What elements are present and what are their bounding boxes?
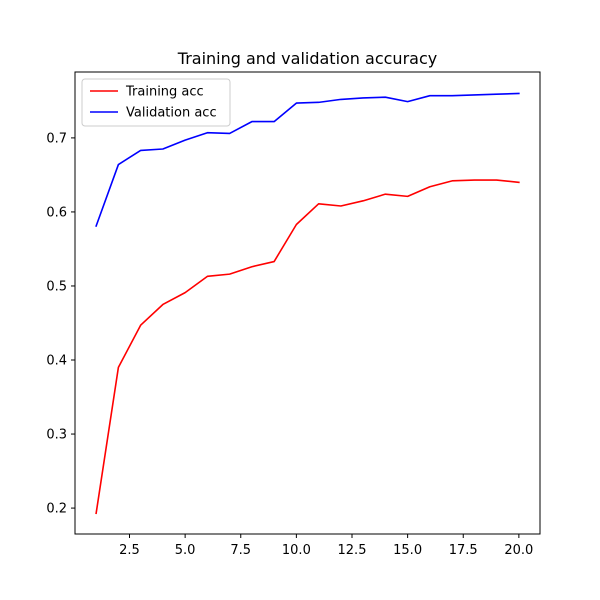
series-line-training-acc (95, 179, 520, 515)
legend-entry: Validation acc (90, 106, 217, 121)
legend-label: Validation acc (126, 106, 217, 121)
x-tick-label: 15.0 (393, 543, 422, 558)
series-line-validation-acc (95, 92, 520, 228)
series-layer (95, 92, 520, 515)
x-tick-label: 7.5 (230, 543, 251, 558)
x-tick-label: 17.5 (449, 543, 478, 558)
y-tick-label: 0.2 (46, 502, 67, 517)
plot-background (75, 72, 540, 534)
x-tick-label: 5.0 (175, 543, 196, 558)
legend-box (81, 78, 231, 127)
y-tick-label: 0.6 (46, 205, 67, 220)
legend-entry: Training acc (90, 85, 204, 100)
legend-label: Training acc (125, 85, 204, 100)
plot-area (75, 72, 540, 534)
plot-frame (74, 71, 541, 535)
x-axis: 2.5 5.0 7.5 10.0 12.5 15.0 17.5 20.0 (119, 534, 533, 558)
y-tick-label: 0.3 (46, 428, 67, 443)
x-tick-label: 2.5 (119, 543, 140, 558)
legend: Training acc Validation acc (81, 78, 231, 127)
x-tick-label: 12.5 (338, 543, 367, 558)
y-tick-label: 0.7 (46, 131, 67, 146)
x-tick-label: 20.0 (504, 543, 533, 558)
y-tick-label: 0.5 (46, 279, 67, 294)
chart-title: Training and validation accuracy (177, 49, 437, 68)
y-tick-label: 0.4 (46, 354, 67, 369)
x-tick-label: 10.0 (282, 543, 311, 558)
y-axis: 0.2 0.3 0.4 0.5 0.6 0.7 (46, 131, 75, 517)
